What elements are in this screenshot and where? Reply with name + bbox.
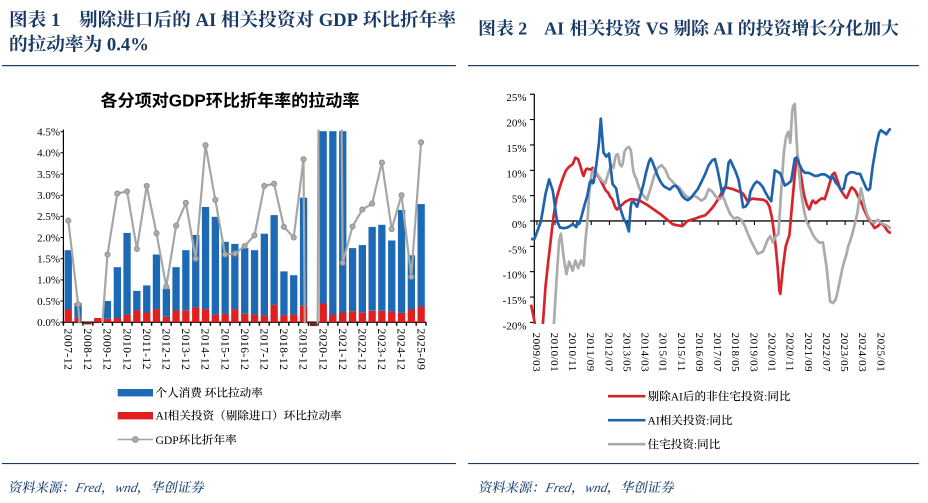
svg-text:-20%: -20% (503, 320, 527, 332)
svg-text:-15%: -15% (503, 295, 527, 307)
svg-text:2024/03: 2024/03 (856, 333, 868, 373)
svg-text:2012-12: 2012-12 (160, 329, 172, 371)
svg-text:2015/01: 2015/01 (657, 333, 669, 373)
svg-text:2019/03: 2019/03 (747, 333, 759, 373)
svg-text:2014/03: 2014/03 (639, 333, 651, 373)
svg-text:2024-12: 2024-12 (395, 329, 407, 371)
svg-text:AI: AI (156, 410, 168, 423)
svg-text:2021-12: 2021-12 (336, 329, 348, 371)
svg-text:2.5%: 2.5% (37, 211, 60, 223)
svg-text:0.5%: 0.5% (37, 296, 60, 308)
svg-text:4.5%: 4.5% (37, 127, 60, 139)
svg-text:3.5%: 3.5% (37, 169, 60, 181)
svg-text:2025/01: 2025/01 (874, 333, 886, 373)
svg-text:AI: AI (648, 414, 660, 427)
svg-text:20%: 20% (506, 118, 526, 130)
svg-text:2013/05: 2013/05 (620, 333, 632, 373)
svg-text:1.0%: 1.0% (37, 275, 60, 287)
svg-text:2010/11: 2010/11 (566, 333, 578, 372)
svg-text:2023/05: 2023/05 (838, 333, 850, 373)
svg-text:2020-12: 2020-12 (316, 329, 328, 371)
svg-text:GDP: GDP (319, 10, 362, 31)
svg-text:2007-12: 2007-12 (62, 329, 74, 371)
svg-text:Fred: Fred (73, 480, 103, 495)
svg-text:2012/07: 2012/07 (602, 333, 614, 373)
svg-text:2020/11: 2020/11 (784, 333, 796, 372)
svg-text:-10%: -10% (503, 270, 527, 282)
svg-text::: : (706, 414, 709, 427)
svg-text:2016/09: 2016/09 (693, 333, 705, 373)
svg-text:2015-12: 2015-12 (218, 329, 230, 371)
svg-text:AI: AI (713, 19, 737, 39)
svg-text:2011/09: 2011/09 (584, 333, 596, 372)
svg-text:-5%: -5% (508, 244, 526, 256)
svg-text:VS: VS (646, 19, 673, 39)
svg-text:10%: 10% (506, 168, 526, 180)
svg-text:2014-12: 2014-12 (199, 329, 211, 371)
svg-text:1.5%: 1.5% (37, 254, 60, 266)
svg-text:0.0%: 0.0% (37, 317, 60, 329)
svg-text:2009/03: 2009/03 (530, 333, 542, 373)
svg-text:1: 1 (51, 10, 79, 31)
svg-text:3.0%: 3.0% (37, 190, 60, 202)
svg-text:2016-12: 2016-12 (238, 329, 250, 371)
svg-text:AI: AI (196, 10, 221, 31)
svg-text:2022-12: 2022-12 (356, 329, 368, 371)
svg-text::: : (764, 390, 767, 403)
svg-text:2017/07: 2017/07 (711, 333, 723, 373)
svg-text:2011-12: 2011-12 (140, 329, 152, 370)
svg-text:2018-12: 2018-12 (277, 329, 289, 371)
svg-text:2022/07: 2022/07 (820, 333, 832, 373)
svg-text:2010-12: 2010-12 (120, 329, 132, 371)
svg-text:2015/11: 2015/11 (675, 333, 687, 372)
svg-text:2025-09: 2025-09 (414, 329, 426, 371)
svg-text:wnd: wnd (114, 480, 139, 495)
svg-text:0.4%: 0.4% (107, 35, 149, 56)
svg-text:2021/09: 2021/09 (802, 333, 814, 373)
svg-text:2.0%: 2.0% (37, 232, 60, 244)
svg-text:2 AI: 2 AI (518, 19, 568, 39)
svg-text:0%: 0% (512, 219, 527, 231)
svg-text:2013-12: 2013-12 (179, 329, 191, 371)
svg-text:25%: 25% (506, 92, 526, 104)
svg-text:GDP: GDP (169, 92, 206, 111)
svg-text:2018/05: 2018/05 (729, 333, 741, 373)
svg-text:2010/01: 2010/01 (548, 333, 560, 373)
svg-text:5%: 5% (512, 194, 527, 206)
svg-text:2019-12: 2019-12 (297, 329, 309, 371)
svg-text:2020/01: 2020/01 (766, 333, 778, 373)
svg-text:GDP: GDP (156, 434, 179, 447)
svg-text:2017-12: 2017-12 (258, 329, 270, 371)
svg-text:2023-12: 2023-12 (375, 329, 387, 371)
svg-text:wnd: wnd (584, 480, 609, 495)
svg-text:2009-12: 2009-12 (101, 329, 113, 371)
svg-text::: : (694, 438, 697, 451)
svg-text:Fred: Fred (543, 480, 573, 495)
svg-text:AI: AI (671, 390, 683, 403)
svg-text:2008-12: 2008-12 (81, 329, 93, 371)
svg-text:15%: 15% (506, 143, 526, 155)
svg-text:4.0%: 4.0% (37, 148, 60, 160)
